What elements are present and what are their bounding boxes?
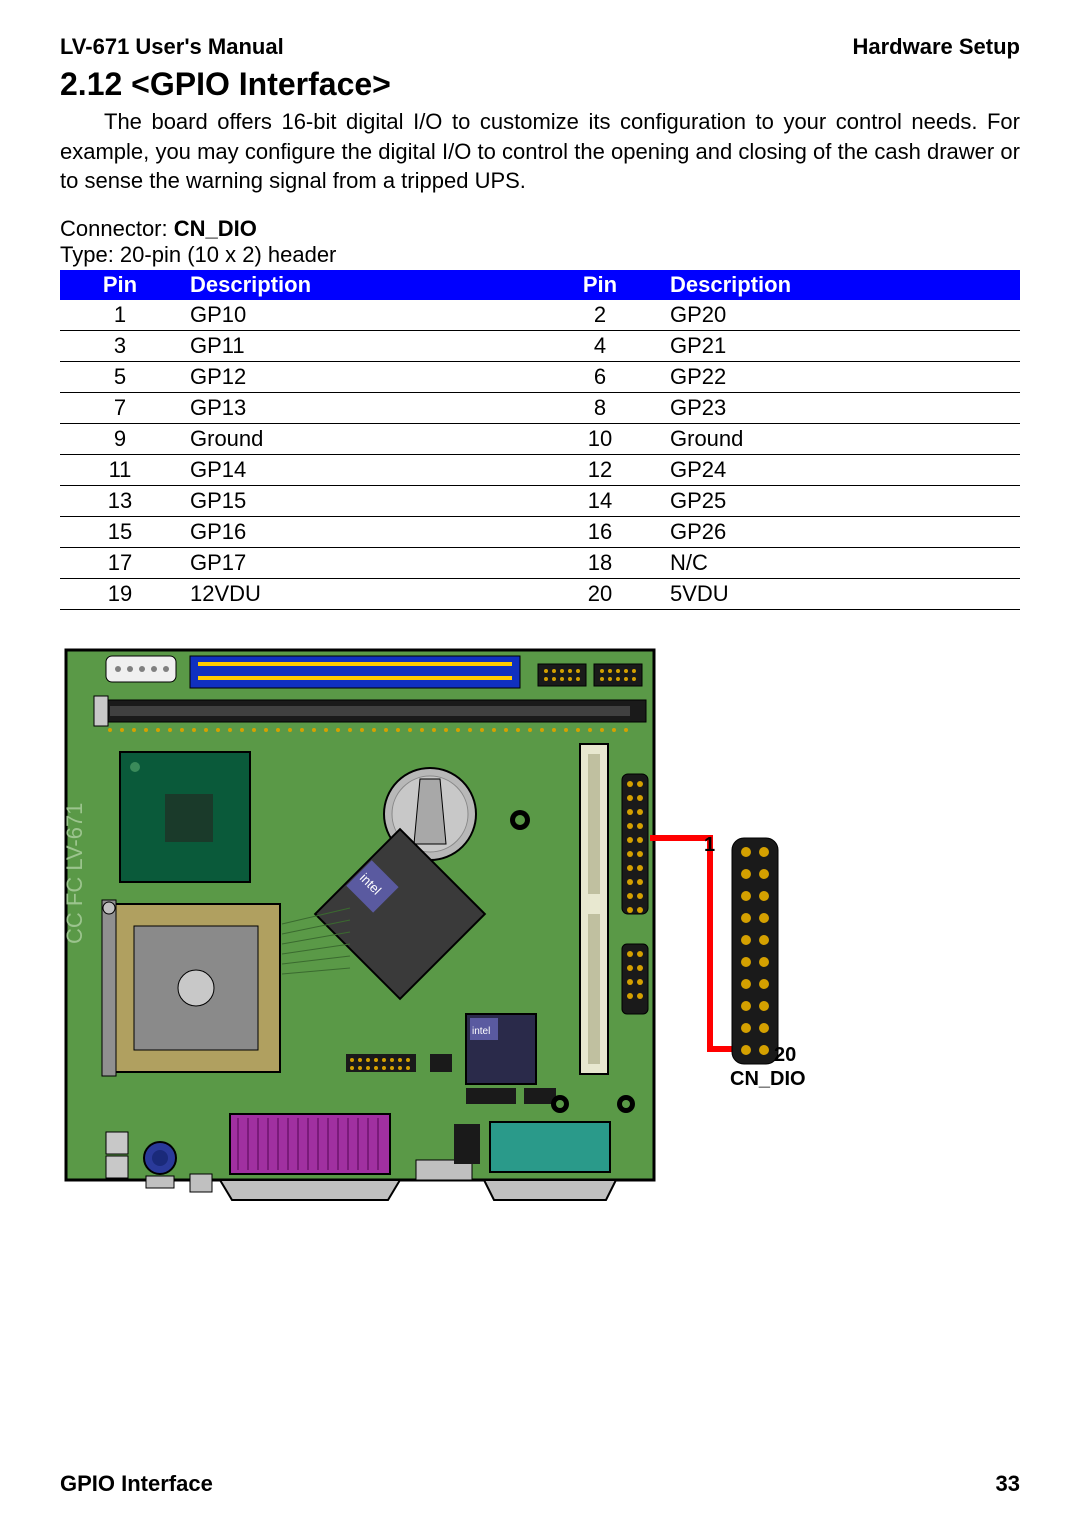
cell-pin: 18 [540, 548, 660, 579]
cell-desc: GP24 [660, 455, 1020, 486]
cell-desc: GP20 [660, 300, 1020, 331]
table-row: 5GP126GP22 [60, 362, 1020, 393]
connector-type: Type: 20-pin (10 x 2) header [60, 242, 1020, 268]
cell-pin: 19 [60, 579, 180, 610]
table-row: 15GP1616GP26 [60, 517, 1020, 548]
cell-desc: Ground [660, 424, 1020, 455]
connector-callout: 1 20 CN_DIO [730, 764, 806, 1091]
cell-pin: 3 [60, 331, 180, 362]
connector-label: Connector: [60, 216, 174, 241]
connector-name: CN_DIO [174, 216, 257, 241]
cell-pin: 17 [60, 548, 180, 579]
table-row: 3GP114GP21 [60, 331, 1020, 362]
footer-left: GPIO Interface [60, 1471, 213, 1497]
cell-desc: GP25 [660, 486, 1020, 517]
svg-text:intel: intel [472, 1026, 490, 1037]
cell-desc: GP12 [180, 362, 540, 393]
cell-desc: GP10 [180, 300, 540, 331]
table-row: 17GP1718N/C [60, 548, 1020, 579]
cell-pin: 20 [540, 579, 660, 610]
footer-right: 33 [996, 1471, 1020, 1497]
cell-pin: 13 [60, 486, 180, 517]
cell-desc: GP17 [180, 548, 540, 579]
th-pin-a: Pin [60, 270, 180, 300]
cell-desc: GP22 [660, 362, 1020, 393]
cell-desc: GP13 [180, 393, 540, 424]
diagram: CC FC LV-671 [60, 644, 1020, 1214]
cell-desc: GP26 [660, 517, 1020, 548]
th-desc-b: Description [660, 270, 1020, 300]
table-row: 13GP1514GP25 [60, 486, 1020, 517]
cell-desc: 12VDU [180, 579, 540, 610]
cell-pin: 4 [540, 331, 660, 362]
th-desc-a: Description [180, 270, 540, 300]
cell-pin: 16 [540, 517, 660, 548]
cell-pin: 11 [60, 455, 180, 486]
th-pin-b: Pin [540, 270, 660, 300]
cell-pin: 14 [540, 486, 660, 517]
pin-table: Pin Description Pin Description 1GP102GP… [60, 270, 1020, 610]
svg-text:CC FC LV-671: CC FC LV-671 [62, 803, 87, 944]
header-left: LV-671 User's Manual [60, 34, 284, 60]
cell-pin: 9 [60, 424, 180, 455]
page: LV-671 User's Manual Hardware Setup 2.12… [0, 0, 1080, 1529]
cell-pin: 8 [540, 393, 660, 424]
cell-desc: GP11 [180, 331, 540, 362]
cell-pin: 7 [60, 393, 180, 424]
board-illustration: CC FC LV-671 [60, 644, 660, 1214]
cell-desc: GP16 [180, 517, 540, 548]
section-title: 2.12 <GPIO Interface> [60, 66, 1020, 103]
table-row: 11GP1412GP24 [60, 455, 1020, 486]
pin-1-label: 1 [704, 834, 715, 857]
cell-desc: 5VDU [660, 579, 1020, 610]
cell-pin: 6 [540, 362, 660, 393]
table-row: 1912VDU205VDU [60, 579, 1020, 610]
table-row: 1GP102GP20 [60, 300, 1020, 331]
pin-20-label: 20 [774, 1044, 796, 1067]
table-header-row: Pin Description Pin Description [60, 270, 1020, 300]
cell-pin: 2 [540, 300, 660, 331]
cell-pin: 5 [60, 362, 180, 393]
callout-name: CN_DIO [730, 1068, 806, 1091]
cell-desc: GP14 [180, 455, 540, 486]
callout-header-icon [730, 836, 780, 1066]
cell-desc: GP15 [180, 486, 540, 517]
table-row: 9Ground10Ground [60, 424, 1020, 455]
connector-line: Connector: CN_DIO [60, 216, 1020, 242]
page-footer: GPIO Interface 33 [60, 1471, 1020, 1497]
cell-pin: 10 [540, 424, 660, 455]
cell-pin: 12 [540, 455, 660, 486]
cell-pin: 15 [60, 517, 180, 548]
cell-pin: 1 [60, 300, 180, 331]
cell-desc: GP21 [660, 331, 1020, 362]
table-row: 7GP138GP23 [60, 393, 1020, 424]
cell-desc: GP23 [660, 393, 1020, 424]
page-header: LV-671 User's Manual Hardware Setup [60, 34, 1020, 60]
body-paragraph: The board offers 16-bit digital I/O to c… [60, 107, 1020, 196]
header-right: Hardware Setup [853, 34, 1021, 60]
cell-desc: Ground [180, 424, 540, 455]
cell-desc: N/C [660, 548, 1020, 579]
